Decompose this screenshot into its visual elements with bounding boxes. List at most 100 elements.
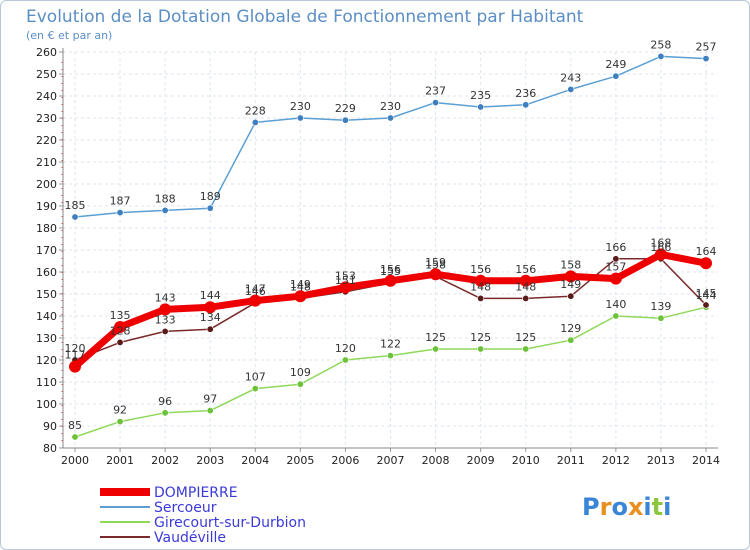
y-tick-label: 210: [36, 156, 57, 169]
data-label-sercoeur: 249: [605, 58, 626, 71]
logo-letter: x: [628, 493, 644, 521]
point-vaud-ville: [612, 255, 620, 263]
point-sercoeur: [71, 213, 79, 221]
data-label-vaud-ville: 166: [605, 241, 626, 254]
point-dompierre: [114, 321, 127, 333]
x-tick-label: 2006: [331, 454, 359, 467]
point-girecourt-sur-durbion: [477, 345, 485, 353]
point-girecourt-sur-durbion: [522, 345, 530, 353]
x-tick-label: 2008: [422, 454, 450, 467]
data-label-dompierre: 149: [290, 278, 311, 291]
point-girecourt-sur-durbion: [432, 345, 440, 353]
data-label-dompierre: 164: [696, 245, 717, 258]
data-label-girecourt-sur-durbion: 96: [158, 395, 172, 408]
point-girecourt-sur-durbion: [341, 356, 349, 364]
point-sercoeur: [477, 103, 485, 111]
legend-label: Sercoeur: [154, 500, 217, 516]
point-sercoeur: [161, 206, 169, 214]
data-label-vaud-ville: 149: [560, 278, 581, 291]
logo-letter: i: [663, 493, 671, 521]
x-tick-label: 2012: [602, 454, 630, 467]
data-label-vaud-ville: 166: [650, 241, 671, 254]
y-tick-label: 180: [36, 222, 57, 235]
data-label-dompierre: 158: [560, 258, 581, 271]
y-tick-label: 160: [36, 266, 57, 279]
point-sercoeur: [702, 55, 710, 63]
data-label-girecourt-sur-durbion: 140: [605, 298, 626, 311]
data-label-dompierre: 147: [245, 283, 266, 296]
chart-title: Evolution de la Dotation Globale de Fonc…: [26, 7, 584, 27]
data-label-girecourt-sur-durbion: 125: [515, 331, 536, 344]
data-label-girecourt-sur-durbion: 92: [113, 404, 127, 417]
point-sercoeur: [116, 209, 124, 217]
point-dompierre: [700, 257, 712, 270]
point-sercoeur: [612, 72, 620, 80]
point-girecourt-sur-durbion: [116, 418, 124, 426]
point-vaud-ville: [116, 338, 124, 346]
y-tick-label: 220: [36, 134, 57, 147]
logo-letter: i: [643, 493, 651, 521]
data-label-dompierre: 156: [515, 263, 536, 276]
point-dompierre: [384, 274, 397, 287]
x-tick-label: 2001: [106, 454, 134, 467]
data-label-sercoeur: 236: [515, 87, 536, 100]
point-dompierre: [519, 274, 532, 287]
series-lines: [69, 52, 712, 441]
point-vaud-ville: [206, 325, 214, 333]
point-vaud-ville: [702, 301, 710, 309]
point-vaud-ville: [161, 327, 169, 335]
data-label-vaud-ville: 145: [696, 287, 717, 300]
y-tick-label: 100: [36, 398, 57, 411]
point-sercoeur: [206, 204, 214, 212]
logo-letter: t: [652, 493, 663, 521]
x-tick-label: 2000: [61, 454, 89, 467]
data-label-vaud-ville: 146: [245, 285, 266, 298]
point-dompierre: [159, 303, 172, 316]
y-tick-label: 230: [36, 112, 57, 125]
data-label-girecourt-sur-durbion: 97: [203, 393, 217, 406]
y-tick-label: 130: [36, 332, 57, 345]
legend-label: Girecourt-sur-Durbion: [154, 515, 306, 531]
data-labels: 185 187 188 189 228 230 229 230 237 235 236 243 249 2…: [65, 38, 717, 432]
logo-text: Proxiti: [582, 493, 671, 521]
data-label-girecourt-sur-durbion: 120: [335, 342, 356, 355]
data-label-sercoeur: 185: [65, 199, 86, 212]
point-sercoeur: [432, 99, 440, 107]
y-tick-label: 110: [36, 376, 57, 389]
data-label-dompierre: 159: [425, 256, 446, 269]
data-label-sercoeur: 235: [470, 89, 491, 102]
x-tick-label: 2007: [377, 454, 405, 467]
axes: [59, 48, 718, 452]
point-dompierre: [474, 274, 487, 287]
data-label-dompierre: 157: [605, 261, 626, 274]
point-dompierre: [69, 360, 81, 373]
x-tick-label: 2002: [151, 454, 179, 467]
point-sercoeur: [657, 52, 665, 60]
logo-letter: o: [611, 493, 628, 521]
data-label-girecourt-sur-durbion: 109: [290, 366, 311, 379]
data-label-vaud-ville: 120: [65, 342, 86, 355]
point-dompierre: [609, 272, 622, 285]
data-label-vaud-ville: 151: [335, 274, 356, 287]
data-label-girecourt-sur-durbion: 122: [380, 338, 401, 351]
point-dompierre: [294, 290, 307, 303]
y-tick-label: 140: [36, 310, 57, 323]
point-dompierre: [564, 270, 577, 283]
data-label-sercoeur: 243: [560, 71, 581, 84]
data-label-dompierre: 156: [380, 263, 401, 276]
point-sercoeur: [522, 101, 530, 109]
data-label-dompierre: 135: [110, 309, 131, 322]
data-label-girecourt-sur-durbion: 125: [470, 331, 491, 344]
y-tick-label: 80: [43, 442, 57, 455]
point-sercoeur: [386, 114, 394, 122]
data-label-girecourt-sur-durbion: 144: [696, 289, 717, 302]
data-label-dompierre: 143: [155, 291, 176, 304]
data-label-dompierre: 156: [470, 263, 491, 276]
point-girecourt-sur-durbion: [161, 409, 169, 417]
point-girecourt-sur-durbion: [251, 385, 259, 393]
x-tick-label: 2009: [467, 454, 495, 467]
point-girecourt-sur-durbion: [386, 352, 394, 360]
point-dompierre: [204, 301, 217, 314]
point-dompierre: [249, 294, 262, 307]
